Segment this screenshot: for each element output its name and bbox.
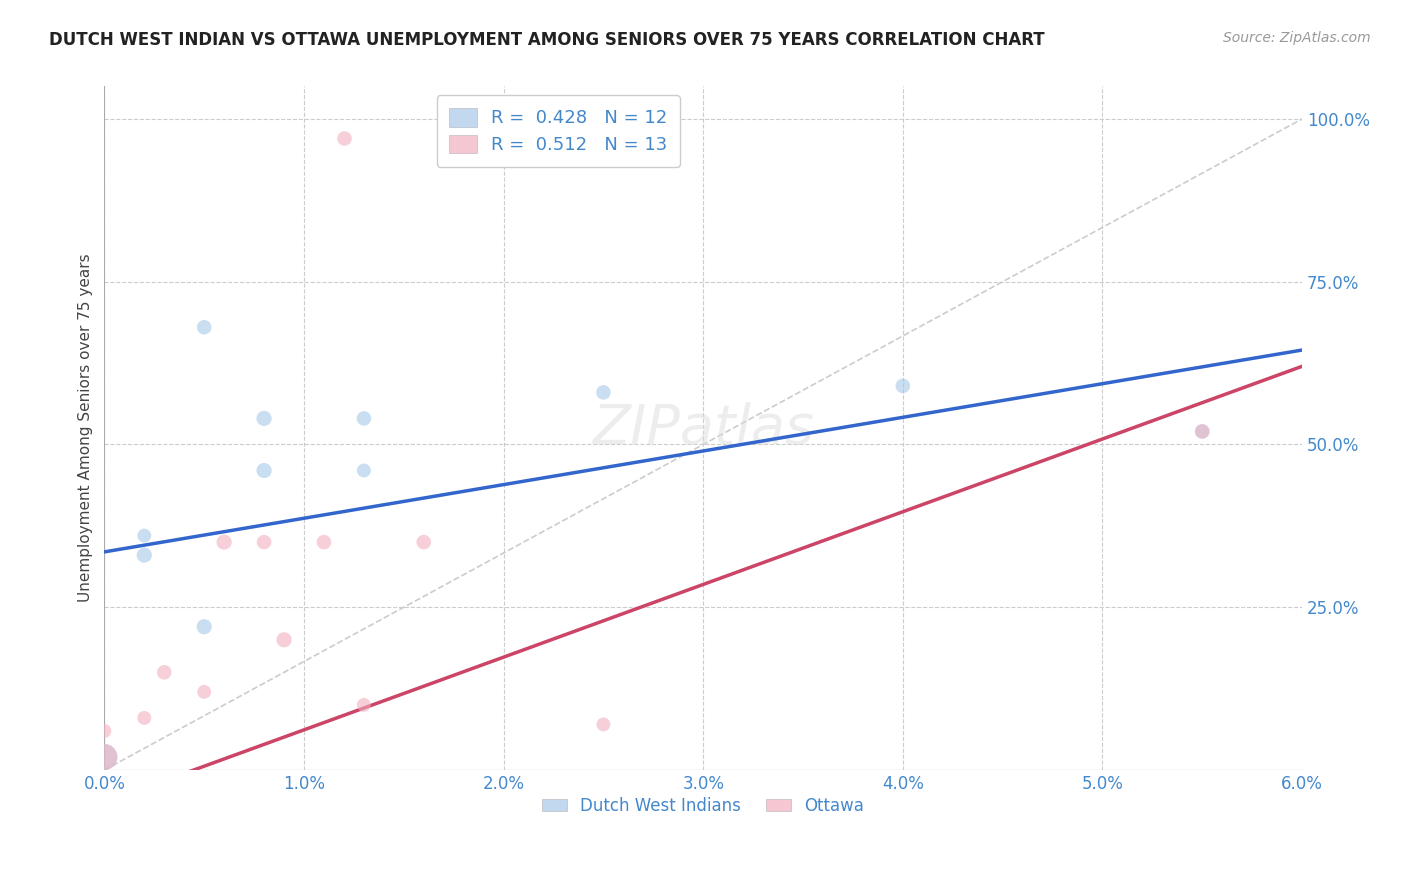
Point — [353, 698, 375, 712]
Legend: Dutch West Indians, Ottawa: Dutch West Indians, Ottawa — [534, 789, 873, 823]
Point — [193, 620, 215, 634]
Point — [273, 632, 295, 647]
Point — [253, 463, 276, 477]
Y-axis label: Unemployment Among Seniors over 75 years: Unemployment Among Seniors over 75 years — [79, 254, 93, 602]
Point — [253, 535, 276, 549]
Text: Source: ZipAtlas.com: Source: ZipAtlas.com — [1223, 31, 1371, 45]
Point — [592, 385, 614, 400]
Point — [134, 528, 156, 542]
Point — [891, 379, 914, 393]
Point — [333, 131, 356, 145]
Point — [134, 711, 156, 725]
Point — [353, 411, 375, 425]
Point — [193, 685, 215, 699]
Point — [93, 750, 115, 764]
Point — [253, 411, 276, 425]
Point — [353, 463, 375, 477]
Point — [412, 535, 434, 549]
Point — [93, 750, 115, 764]
Text: ZIPatlas: ZIPatlas — [592, 401, 814, 455]
Point — [1191, 425, 1213, 439]
Point — [134, 548, 156, 562]
Point — [93, 723, 115, 738]
Point — [1191, 425, 1213, 439]
Point — [312, 535, 335, 549]
Point — [193, 320, 215, 334]
Text: DUTCH WEST INDIAN VS OTTAWA UNEMPLOYMENT AMONG SENIORS OVER 75 YEARS CORRELATION: DUTCH WEST INDIAN VS OTTAWA UNEMPLOYMENT… — [49, 31, 1045, 49]
Point — [153, 665, 176, 680]
Point — [212, 535, 235, 549]
Point — [592, 717, 614, 731]
